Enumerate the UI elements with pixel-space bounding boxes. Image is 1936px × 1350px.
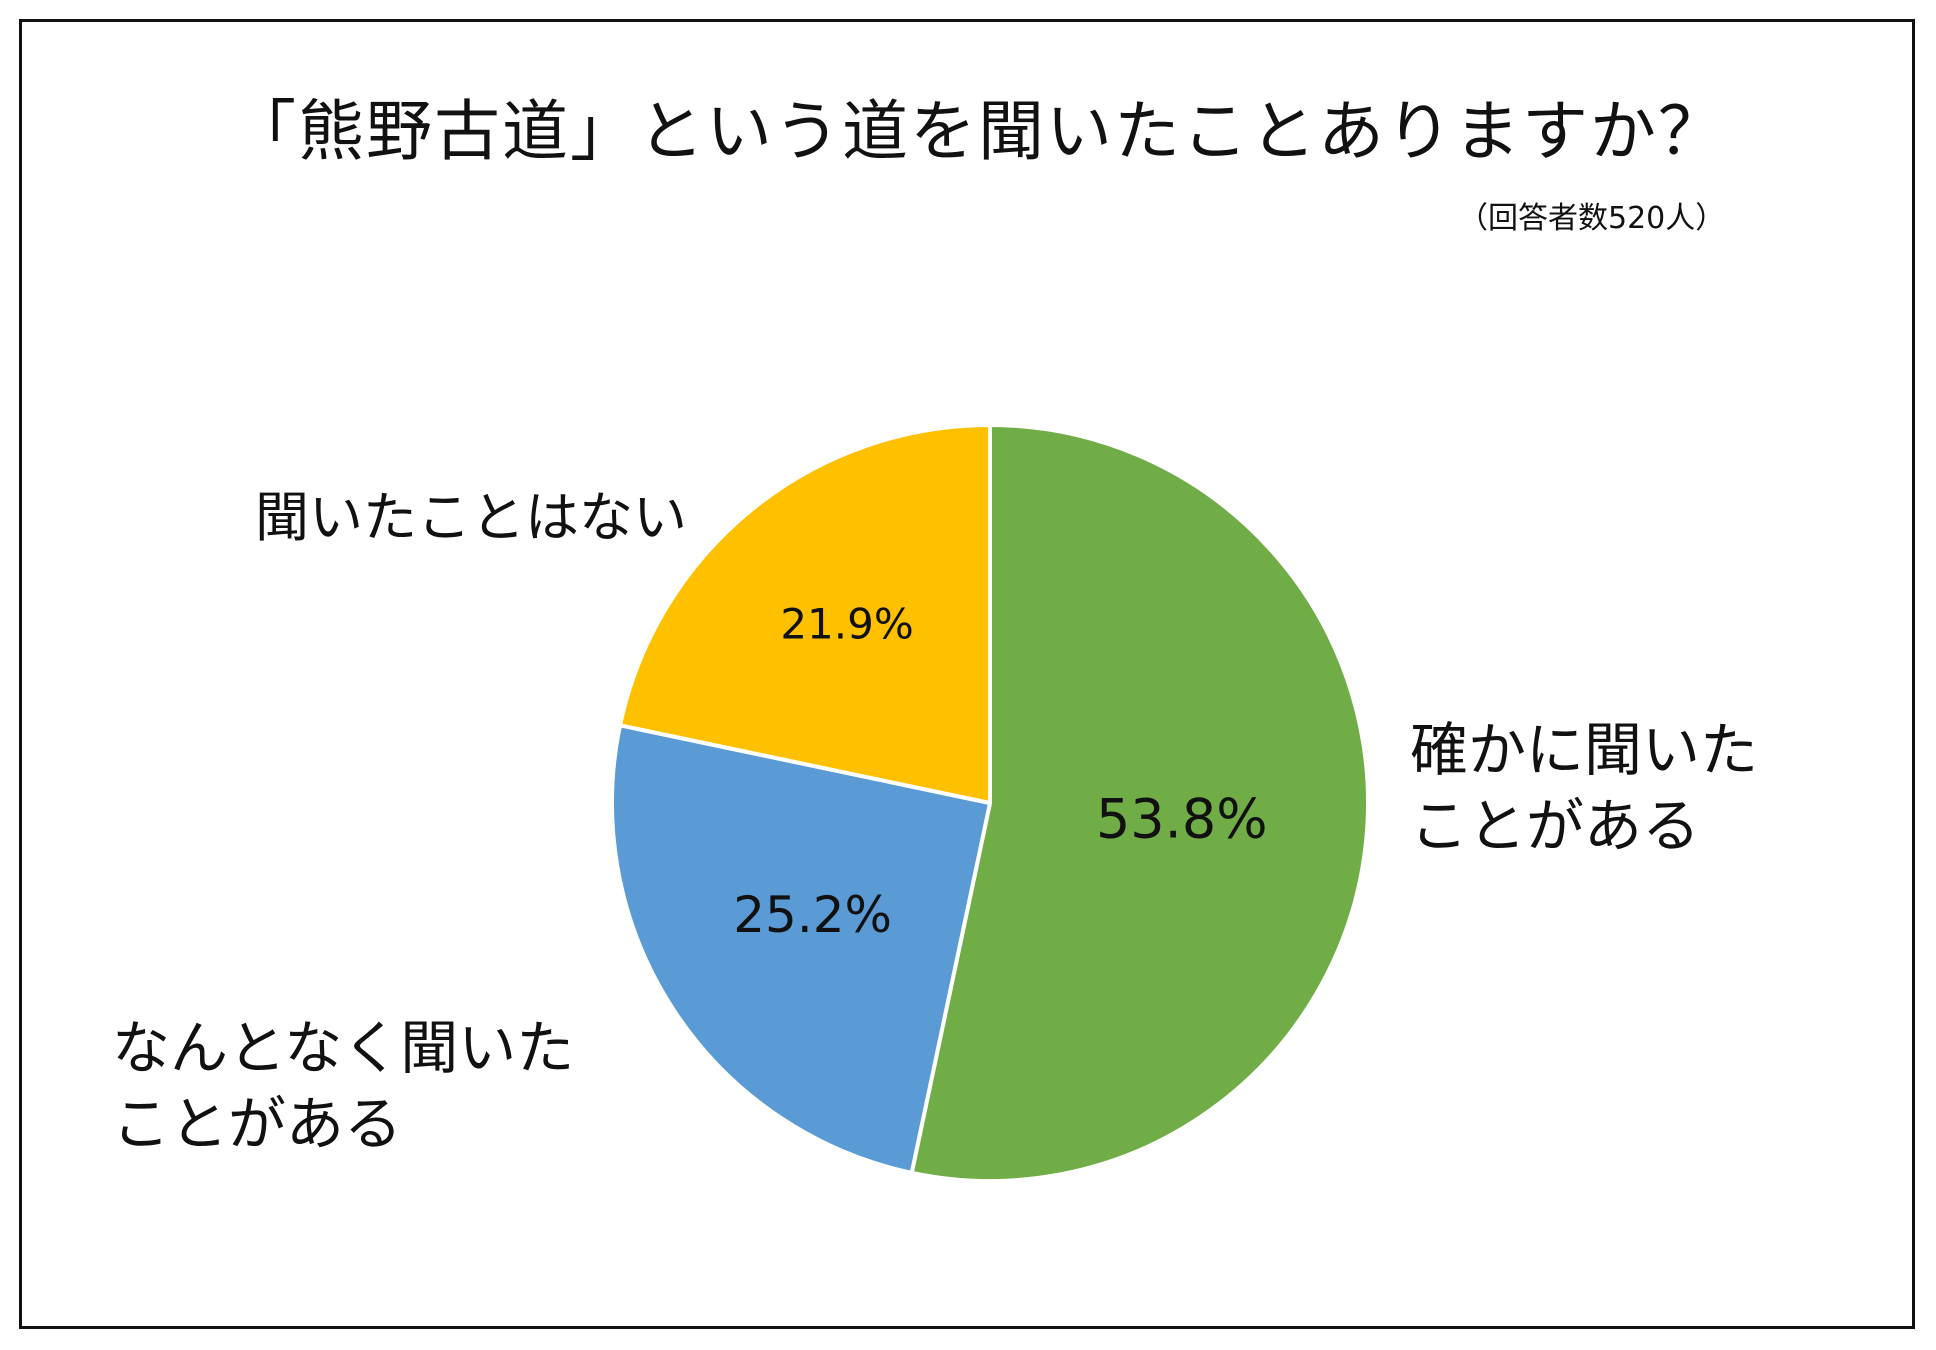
slice-percentage-label: 21.9% (780, 599, 913, 648)
slice-label-never-heard: 聞いたことはない (255, 480, 687, 556)
slice-label-definitely-heard: 確かに聞いた ことがある (1410, 712, 1758, 864)
slice-percentage-label: 53.8% (1096, 788, 1268, 851)
slice-never-heard (618, 423, 992, 805)
slice-label-line: ことがある (112, 1090, 403, 1158)
slice-vaguely-heard (610, 723, 992, 1175)
slice-label-vaguely-heard: なんとなく聞いた ことがある (112, 1010, 574, 1162)
chart-title: 「熊野古道」という道を聞いたことありますか？ (230, 93, 1726, 170)
slice-percentage-label: 25.2% (733, 886, 892, 944)
slice-label-line: ことがある (1410, 792, 1701, 860)
slice-label-line: 聞いたことはない (255, 486, 687, 549)
slice-label-line: なんとなく聞いた (112, 1014, 575, 1082)
chart-frame (19, 19, 1915, 1329)
respondent-count: （回答者数520人） (1458, 201, 1726, 236)
slice-definitely-heard (909, 423, 1371, 1183)
slice-label-line: 確かに聞いた (1410, 716, 1759, 784)
